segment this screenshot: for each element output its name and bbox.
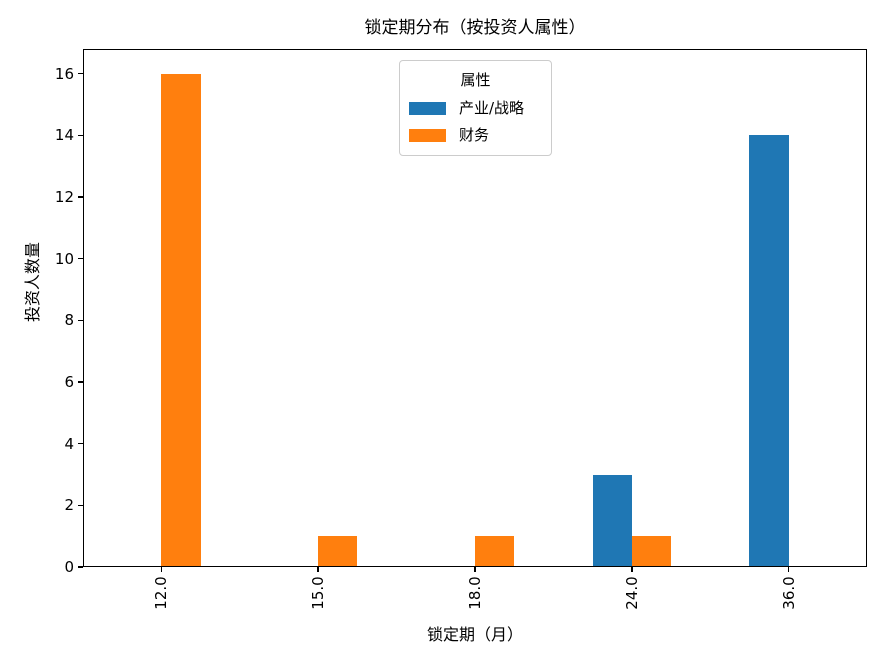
x-tick-mark	[631, 567, 633, 572]
y-tick-label: 10	[54, 249, 74, 268]
x-tick-label: 24.0	[622, 575, 641, 610]
bar-财务-18.0	[475, 536, 515, 567]
y-tick-mark	[78, 134, 83, 137]
y-axis-label: 投资人数量	[23, 241, 42, 323]
x-tick-mark	[160, 567, 163, 572]
x-tick-label: 12.0	[152, 575, 171, 610]
legend-title: 属性	[460, 71, 491, 89]
bar-产业/战略-36.0	[749, 135, 789, 567]
legend-swatch-icon	[409, 102, 446, 115]
x-tick-mark	[787, 567, 790, 572]
legend-swatch-icon	[409, 129, 446, 142]
chart-title: 锁定期分布（按投资人属性）	[364, 18, 586, 38]
y-tick-mark	[78, 381, 83, 383]
legend-items: 产业/战略财务	[409, 99, 542, 145]
x-tick-mark	[474, 567, 476, 572]
y-tick-mark	[78, 72, 83, 75]
y-tick-mark	[78, 442, 83, 445]
y-tick-label: 4	[64, 434, 74, 453]
bar-财务-12.0	[161, 73, 201, 567]
y-tick-mark	[78, 566, 83, 568]
bar-产业/战略-24.0	[592, 474, 632, 567]
y-tick-label: 6	[64, 373, 74, 391]
y-tick-mark	[78, 319, 83, 322]
legend-item-label: 产业/战略	[459, 99, 525, 117]
legend-item-label: 财务	[459, 126, 490, 144]
y-tick-mark	[78, 504, 83, 507]
x-tick-label: 36.0	[779, 575, 798, 610]
y-tick-label: 0	[64, 558, 74, 576]
legend-item: 财务	[409, 126, 542, 145]
y-tick-label: 12	[54, 188, 74, 206]
x-axis-label: 锁定期（月）	[426, 625, 524, 644]
x-tick-label: 18.0	[466, 575, 484, 610]
x-tick-label: 15.0	[309, 575, 328, 610]
y-tick-label: 2	[64, 496, 74, 515]
legend: 属性 产业/战略财务	[399, 60, 552, 156]
x-tick-mark	[317, 567, 319, 572]
y-tick-label: 8	[64, 311, 74, 330]
bar-财务-15.0	[318, 536, 358, 567]
y-tick-label: 14	[54, 126, 74, 145]
y-tick-label: 16	[54, 64, 74, 83]
legend-item: 产业/战略	[409, 99, 542, 118]
y-tick-mark	[78, 196, 83, 198]
bar-财务-24.0	[631, 536, 671, 567]
y-tick-mark	[78, 257, 83, 260]
